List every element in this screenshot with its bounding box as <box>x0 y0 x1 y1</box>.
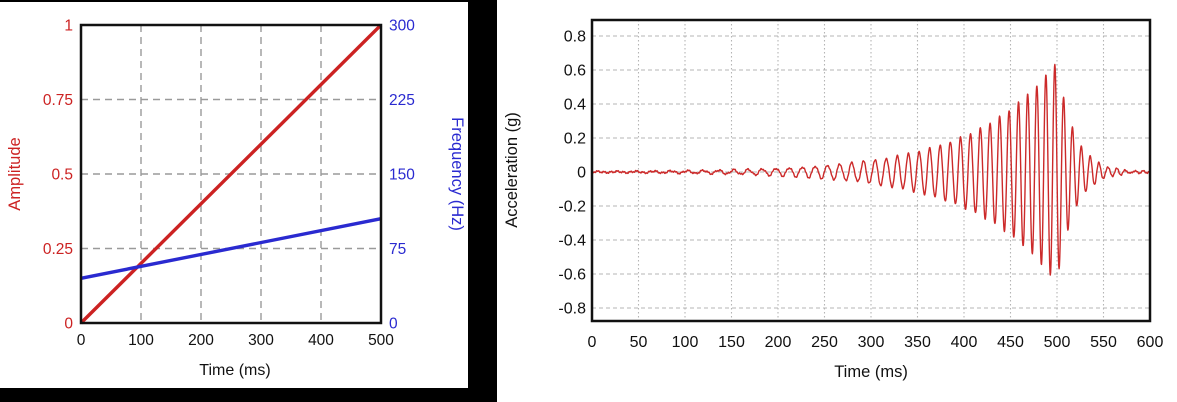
amplitude-frequency-panel: 1 0.75 0.5 0.25 0 300 225 150 75 0 0 100 200 300 400 50… <box>0 2 468 388</box>
x-tick-label: 600 <box>1137 334 1164 351</box>
frequency-ramp-line <box>80 217 382 280</box>
y-tick-label: 0.2 <box>564 131 586 148</box>
amplitude-frequency-panel-frame: 1 0.75 0.5 0.25 0 300 225 150 75 0 0 100 200 300 400 50… <box>0 0 497 402</box>
x-tick-label: 400 <box>951 334 978 351</box>
x-tick-label: 150 <box>718 334 745 351</box>
y-tick-label: 0.4 <box>564 97 586 114</box>
right-chart-y-axis-label: Acceleration (g) <box>503 112 521 228</box>
x-tick-label: 250 <box>811 334 838 351</box>
right-chart-plot-frame <box>590 18 1152 323</box>
left-y-tick-label: 0.5 <box>51 167 73 184</box>
x-tick-label: 400 <box>308 332 334 349</box>
y-tick-label: -0.8 <box>558 301 586 318</box>
left-y-tick-label: 0.75 <box>43 92 73 109</box>
right-y-tick-label: 225 <box>389 92 415 109</box>
right-chart-x-axis-label: Time (ms) <box>834 363 908 381</box>
x-tick-label: 0 <box>588 334 597 351</box>
x-tick-label: 50 <box>630 334 648 351</box>
left-chart-plot-frame <box>79 23 383 325</box>
right-y-tick-label: 300 <box>389 18 415 35</box>
y-tick-label: -0.6 <box>558 267 586 284</box>
x-tick-label: 200 <box>188 332 214 349</box>
y-tick-label: -0.2 <box>558 199 586 216</box>
x-tick-label: 300 <box>248 332 274 349</box>
x-tick-label: 0 <box>77 332 86 349</box>
right-y-tick-label: 0 <box>389 316 398 333</box>
x-tick-label: 500 <box>368 332 394 349</box>
right-chart-tick-labels: 0 50 100 150 200 250 300 350 400 450 500 550 600 0.8 0… <box>558 29 1163 352</box>
left-y-tick-label: 0.25 <box>43 241 73 258</box>
right-chart-waveform <box>591 63 1151 276</box>
y-tick-label: 0 <box>577 165 586 182</box>
x-tick-label: 200 <box>765 334 792 351</box>
x-tick-label: 450 <box>997 334 1024 351</box>
left-chart-series <box>79 23 383 325</box>
x-tick-label: 500 <box>1044 334 1071 351</box>
left-chart-left-y-axis-label: Amplitude <box>6 137 24 210</box>
left-y-tick-label: 0 <box>64 316 73 333</box>
y-tick-label: -0.4 <box>558 233 586 250</box>
right-y-tick-label: 150 <box>389 167 415 184</box>
y-tick-label: 0.8 <box>564 29 586 46</box>
left-chart-right-y-axis-label: Frequency (Hz) <box>448 117 466 231</box>
acceleration-panel: 0 50 100 150 200 250 300 350 400 450 500 550 600 0.8 0… <box>500 0 1177 402</box>
x-tick-label: 300 <box>858 334 885 351</box>
right-y-tick-label: 75 <box>389 241 406 258</box>
left-y-tick-label: 1 <box>64 18 73 35</box>
acceleration-waveform-path <box>591 63 1151 276</box>
left-chart-x-axis-label: Time (ms) <box>199 362 270 379</box>
amplitude-ramp-line <box>79 23 383 325</box>
x-tick-label: 100 <box>128 332 154 349</box>
acceleration-chart: 0 50 100 150 200 250 300 350 400 450 500 550 600 0.8 0… <box>503 18 1163 381</box>
y-tick-label: 0.6 <box>564 63 586 80</box>
x-tick-label: 550 <box>1090 334 1117 351</box>
x-tick-label: 350 <box>904 334 931 351</box>
x-tick-label: 100 <box>672 334 699 351</box>
